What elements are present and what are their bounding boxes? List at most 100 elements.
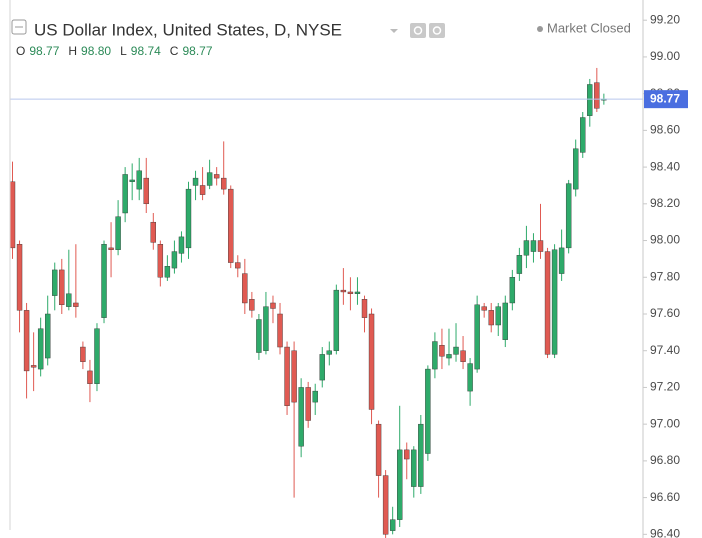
candle-body	[192, 177, 199, 186]
candle-body	[171, 251, 178, 269]
candle-body	[495, 306, 501, 326]
candle-body	[228, 188, 234, 263]
y-tick-label: 97.00	[650, 416, 680, 430]
candle-body	[558, 247, 565, 274]
candle-body	[573, 148, 579, 190]
settings-icon[interactable]	[410, 23, 426, 38]
legend-key: L	[120, 44, 127, 58]
candle-body	[439, 345, 445, 357]
candle-body	[16, 244, 23, 311]
candle-body	[382, 475, 389, 535]
candle-body	[206, 172, 213, 186]
last-price-label: 98.77	[650, 91, 680, 105]
candle-body	[361, 299, 368, 318]
candle-body	[502, 302, 508, 340]
candle-body	[213, 174, 220, 179]
settings-icon-glyph	[413, 26, 423, 35]
candle-body	[551, 249, 558, 355]
candle-body	[509, 277, 516, 304]
candle-body	[326, 350, 332, 355]
last-price-box	[644, 90, 688, 109]
candle-body	[136, 170, 142, 190]
y-tick-label: 97.60	[650, 306, 680, 320]
candle-body	[66, 293, 72, 307]
candle-body	[404, 449, 410, 460]
candle-body	[277, 313, 283, 348]
candle-body	[368, 313, 375, 410]
candle-body	[305, 387, 311, 421]
candle-body	[122, 174, 128, 214]
candle-body	[101, 244, 107, 318]
candle-body	[185, 188, 192, 249]
candle-body	[580, 117, 586, 153]
candle-body	[347, 291, 354, 294]
candle-body	[164, 266, 171, 278]
legend-value: 98.80	[81, 44, 111, 58]
y-tick-label: 98.20	[650, 196, 680, 210]
y-tick-label: 98.40	[650, 159, 680, 173]
candle-body	[263, 306, 269, 351]
candle-body	[460, 350, 466, 362]
plot-area	[9, 67, 643, 538]
candle-body	[411, 449, 417, 487]
candle-body	[59, 269, 65, 306]
candle-body	[108, 247, 114, 250]
legend-key: H	[68, 44, 77, 58]
candle-body	[9, 181, 16, 249]
candle-body	[594, 82, 600, 109]
candle-body	[249, 299, 255, 311]
candle-body	[333, 289, 340, 351]
legend-value: 98.74	[131, 44, 161, 58]
candle-body	[481, 306, 487, 311]
candle-body	[284, 346, 290, 406]
candle-body	[340, 289, 347, 293]
y-tick-label: 99.20	[650, 12, 680, 26]
candle-body	[544, 251, 551, 355]
candle-body	[587, 84, 593, 116]
candle-body	[220, 177, 227, 190]
candle-body	[523, 240, 530, 256]
y-tick-label: 98.60	[650, 123, 680, 137]
candle-body	[199, 185, 206, 195]
collapse-icon[interactable]	[11, 19, 27, 35]
candle-body	[80, 346, 86, 362]
candle-body	[425, 368, 431, 454]
symbol-dropdown[interactable]	[390, 29, 398, 33]
candle-body	[242, 273, 248, 304]
chart-title: US Dollar Index, United States, D, NYSE	[34, 20, 342, 39]
legend-value: 98.77	[29, 44, 59, 58]
candle-body	[474, 304, 480, 370]
candle-body	[319, 354, 325, 381]
candle-body	[467, 363, 473, 392]
candle-body	[30, 365, 37, 368]
candle-body	[453, 346, 459, 355]
candle-body	[488, 310, 494, 326]
candle-body	[389, 519, 396, 531]
y-tick-label: 97.20	[650, 380, 680, 394]
candle-body	[375, 423, 382, 476]
market-status: Market Closed	[547, 20, 631, 35]
candle-body	[530, 240, 537, 252]
candle-body	[312, 390, 318, 403]
y-tick-label: 98.00	[650, 233, 680, 247]
y-tick-label: 97.80	[650, 269, 680, 283]
legend-key: C	[170, 44, 179, 58]
candle-body	[45, 313, 51, 359]
candle-body	[150, 221, 157, 243]
candle-body	[418, 423, 424, 487]
candle-body	[23, 310, 30, 372]
candle-body	[94, 328, 100, 384]
candle-body	[516, 255, 523, 274]
legend-value: 98.77	[182, 44, 212, 58]
candle-body	[178, 236, 185, 254]
candle-body	[235, 262, 241, 269]
gear-icon[interactable]	[429, 23, 445, 38]
candle-body	[291, 350, 297, 403]
y-tick-label: 99.00	[650, 49, 680, 63]
candle-body	[397, 449, 403, 520]
candle-body	[446, 354, 452, 359]
candle-body	[270, 302, 276, 309]
y-tick-label: 96.80	[650, 453, 680, 467]
